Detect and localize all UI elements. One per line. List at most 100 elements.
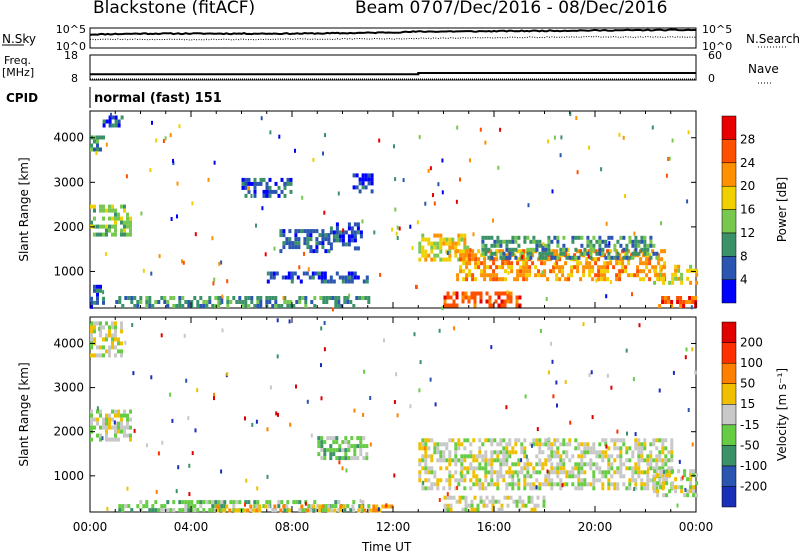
- velocity-cell: [90, 345, 93, 350]
- power-cell: [592, 247, 596, 252]
- velocity-scatter-cell: [446, 492, 449, 497]
- velocity-cell: [454, 446, 458, 451]
- power-scatter-cell: [553, 262, 556, 267]
- power-cell: [529, 247, 533, 252]
- power-cell: [628, 235, 632, 240]
- velocity-cell: [658, 466, 662, 471]
- velocity-cell: [472, 482, 476, 487]
- velocity-cell: [90, 417, 93, 422]
- power-cell: [571, 255, 575, 260]
- power-panel: [89, 110, 699, 312]
- power-scatter-cell: [378, 138, 381, 143]
- velocity-cell: [93, 337, 96, 342]
- velocity-cell: [120, 429, 123, 434]
- velocity-cell: [532, 438, 536, 443]
- power-cell: [555, 277, 559, 282]
- power-cell: [320, 271, 324, 276]
- velocity-cell: [337, 500, 341, 505]
- power-cell: [293, 271, 297, 276]
- power-cell: [473, 295, 477, 300]
- power-cell: [353, 234, 357, 239]
- velocity-cell: [634, 438, 638, 443]
- velocity-cell: [484, 486, 488, 491]
- velocity-cell: [646, 470, 650, 475]
- velocity-cell: [643, 438, 647, 443]
- velocity-cell: [466, 466, 470, 471]
- power-cell: [123, 204, 126, 209]
- velocity-cell: [190, 500, 194, 505]
- power-cell: [597, 273, 601, 278]
- velocity-cell: [523, 474, 527, 479]
- power-cell: [625, 247, 629, 252]
- power-cell: [306, 245, 310, 250]
- velocity-cell: [511, 470, 515, 475]
- velocity-cell: [268, 500, 272, 505]
- velocity-cell: [154, 500, 158, 505]
- power-cell: [597, 265, 601, 270]
- velocity-cell: [577, 466, 581, 471]
- velocity-scatter-cell: [295, 384, 297, 389]
- power-cell: [277, 193, 281, 198]
- power-scatter-cell: [588, 145, 590, 150]
- power-cell: [286, 177, 290, 182]
- power-cell: [120, 228, 123, 233]
- velocity-cell: [126, 417, 129, 422]
- velocity-cell: [496, 486, 500, 491]
- velocity-cell: [550, 442, 554, 447]
- power-cell: [337, 304, 341, 308]
- power-cell: [355, 173, 359, 178]
- power-cell: [588, 261, 592, 266]
- power-cell: [306, 229, 310, 234]
- velocity-cell: [514, 438, 518, 443]
- power-scatter-cell: [541, 270, 544, 275]
- power-cell: [585, 257, 589, 262]
- velocity-cell: [359, 452, 363, 457]
- power-cell: [579, 249, 583, 254]
- velocity-cell: [619, 462, 623, 467]
- power-scatter-cell: [575, 116, 578, 120]
- power-scatter-cell: [283, 182, 286, 187]
- velocity-cell: [123, 409, 126, 414]
- power-cell: [181, 304, 185, 308]
- velocity-cell: [571, 474, 575, 479]
- velocity-cell: [445, 442, 449, 447]
- x-tick-label: 00:00: [679, 520, 714, 534]
- power-cell: [670, 304, 674, 308]
- velocity-cell: [464, 507, 468, 512]
- velocity-cell: [526, 470, 530, 475]
- power-cell: [329, 246, 333, 251]
- power-scatter-cell: [559, 153, 562, 158]
- velocity-cell: [445, 458, 449, 463]
- velocity-scatter-cell: [256, 486, 259, 491]
- noise-tick-right-bottom: 10^0: [702, 40, 732, 53]
- velocity-cell: [692, 473, 696, 478]
- velocity-cell: [481, 486, 485, 491]
- power-cell: [129, 232, 132, 237]
- velocity-cell: [634, 446, 638, 451]
- velocity-cell: [320, 444, 324, 449]
- velocity-cell: [443, 503, 447, 508]
- power-cell: [311, 275, 315, 280]
- velocity-cell: [307, 504, 311, 509]
- velocity-cell: [604, 442, 608, 447]
- power-cell: [274, 296, 278, 300]
- velocity-cell: [427, 454, 431, 459]
- power-cell: [547, 235, 551, 240]
- power-cell: [111, 123, 115, 128]
- power-ylabel: Slant Range [km]: [17, 157, 31, 261]
- power-cell: [184, 300, 188, 304]
- power-cell: [178, 304, 182, 308]
- power-cell: [550, 239, 554, 244]
- velocity-cell: [637, 466, 641, 471]
- velocity-cell: [424, 442, 428, 447]
- velocity-scatter-cell: [275, 411, 278, 416]
- velocity-cell: [592, 462, 596, 467]
- power-cell: [604, 243, 608, 248]
- velocity-cell: [343, 508, 347, 513]
- velocity-scatter-cell: [187, 416, 190, 421]
- power-cell: [114, 212, 117, 217]
- power-cell: [454, 245, 458, 250]
- velocity-scatter-cell: [393, 473, 396, 478]
- power-cell: [642, 261, 646, 266]
- velocity-cell: [469, 442, 473, 447]
